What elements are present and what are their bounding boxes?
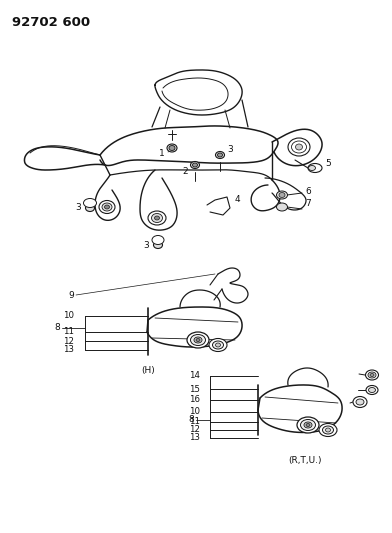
Ellipse shape <box>276 203 287 211</box>
Ellipse shape <box>216 151 225 158</box>
Text: 8: 8 <box>54 324 60 333</box>
Ellipse shape <box>308 164 322 173</box>
Ellipse shape <box>319 424 337 437</box>
Text: 16: 16 <box>189 395 200 405</box>
Ellipse shape <box>306 424 310 426</box>
Ellipse shape <box>105 205 109 209</box>
Text: 14: 14 <box>189 372 200 381</box>
Text: (H): (H) <box>141 366 155 375</box>
Ellipse shape <box>297 417 319 433</box>
Text: 1: 1 <box>159 149 165 157</box>
Ellipse shape <box>325 428 330 432</box>
Ellipse shape <box>154 241 163 248</box>
Ellipse shape <box>370 374 374 376</box>
Ellipse shape <box>187 332 209 348</box>
Ellipse shape <box>296 144 303 150</box>
Ellipse shape <box>85 205 94 212</box>
Text: 12: 12 <box>63 336 74 345</box>
Ellipse shape <box>212 341 223 349</box>
Text: 11: 11 <box>189 417 200 426</box>
Ellipse shape <box>152 236 164 245</box>
Text: 15: 15 <box>189 384 200 393</box>
Text: 13: 13 <box>63 345 74 354</box>
Ellipse shape <box>366 385 378 394</box>
Text: 8: 8 <box>188 416 194 424</box>
Ellipse shape <box>194 337 202 343</box>
Ellipse shape <box>191 335 205 345</box>
Text: 11: 11 <box>63 327 74 336</box>
Ellipse shape <box>169 146 175 150</box>
Ellipse shape <box>365 370 379 380</box>
Ellipse shape <box>148 211 166 225</box>
Ellipse shape <box>151 214 163 222</box>
Text: 7: 7 <box>305 198 311 207</box>
Text: 3: 3 <box>227 146 233 155</box>
Text: 3: 3 <box>75 204 81 213</box>
Ellipse shape <box>288 138 310 156</box>
Text: 6: 6 <box>305 188 311 197</box>
Text: (R,T,U.): (R,T,U.) <box>288 456 322 464</box>
Ellipse shape <box>368 387 376 392</box>
Text: 4: 4 <box>234 196 240 205</box>
Ellipse shape <box>276 191 287 199</box>
Ellipse shape <box>209 338 227 351</box>
Text: 10: 10 <box>63 311 74 320</box>
Ellipse shape <box>309 166 316 171</box>
Text: 13: 13 <box>189 433 200 442</box>
Ellipse shape <box>279 192 285 198</box>
Text: 3: 3 <box>143 240 149 249</box>
Ellipse shape <box>191 161 200 168</box>
Ellipse shape <box>356 399 364 405</box>
Ellipse shape <box>216 343 220 347</box>
Text: 2: 2 <box>182 167 188 176</box>
Ellipse shape <box>304 422 312 428</box>
Ellipse shape <box>323 426 334 434</box>
Text: 12: 12 <box>189 425 200 434</box>
Text: 10: 10 <box>189 408 200 416</box>
Ellipse shape <box>99 200 115 214</box>
Ellipse shape <box>192 163 198 167</box>
Text: 92702 600: 92702 600 <box>12 16 90 29</box>
Ellipse shape <box>167 144 177 152</box>
Ellipse shape <box>218 153 223 157</box>
Ellipse shape <box>368 372 376 378</box>
Ellipse shape <box>301 419 316 431</box>
Text: 5: 5 <box>325 158 331 167</box>
Ellipse shape <box>102 203 112 211</box>
Ellipse shape <box>353 397 367 408</box>
Ellipse shape <box>292 141 307 153</box>
Text: 9: 9 <box>68 290 74 300</box>
Ellipse shape <box>196 338 200 342</box>
Ellipse shape <box>83 198 96 207</box>
Ellipse shape <box>154 216 160 220</box>
